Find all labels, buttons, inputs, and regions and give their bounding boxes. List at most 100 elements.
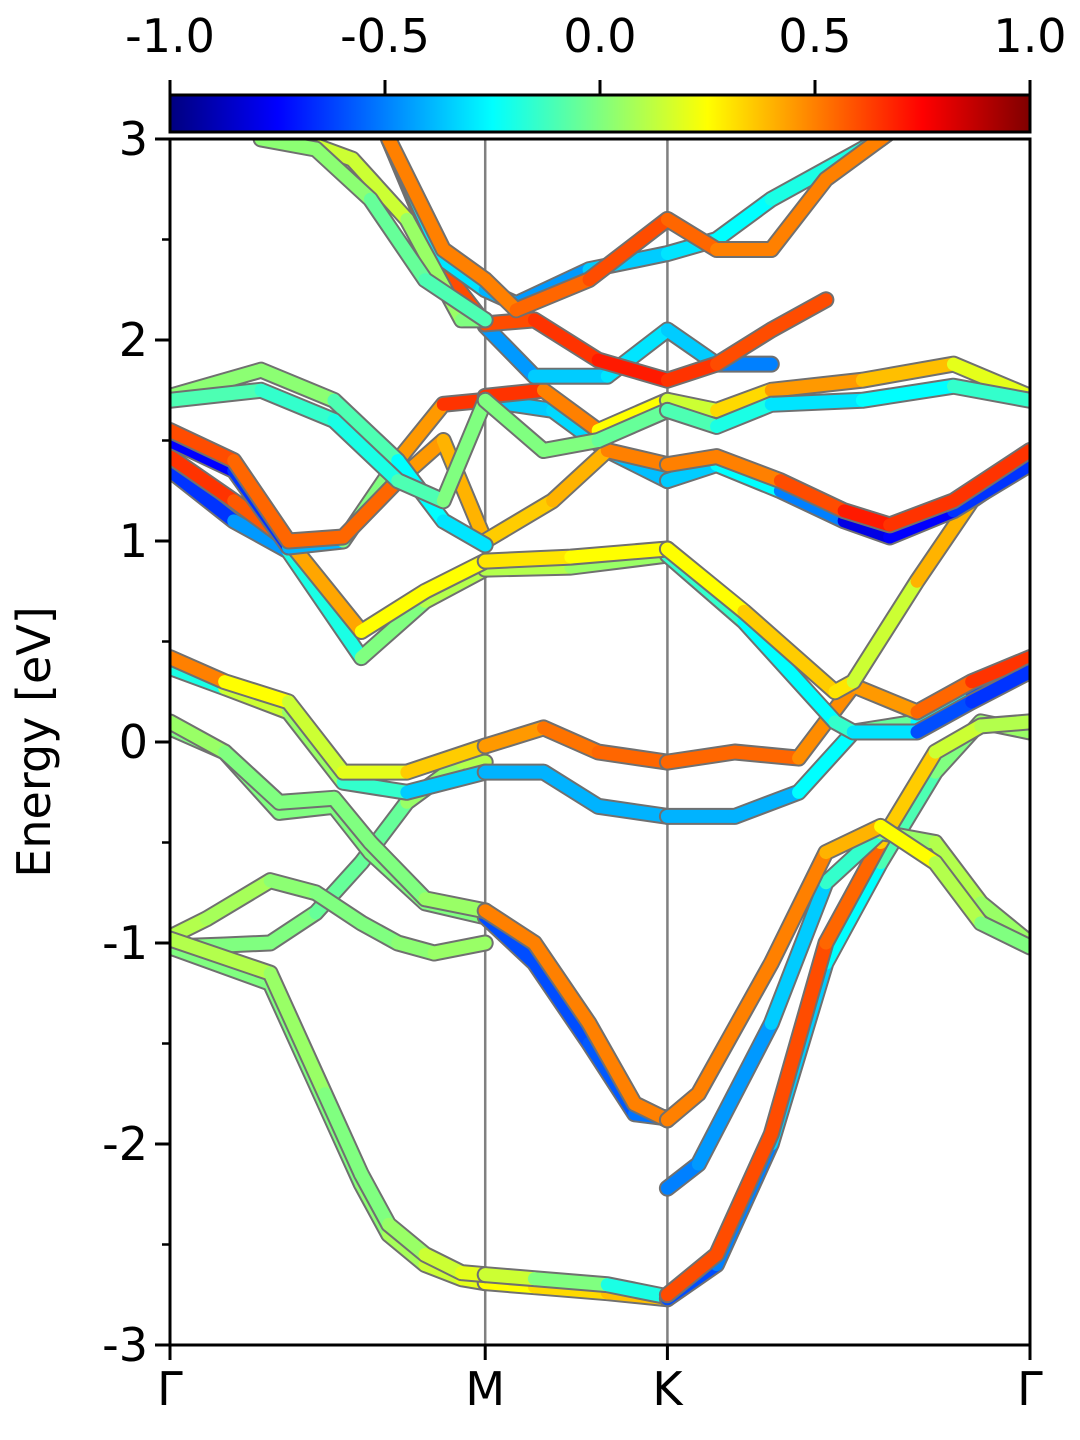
band-segment (327, 791, 377, 849)
kpath-label: M (465, 1362, 505, 1416)
y-tick-label: 1 (119, 514, 148, 568)
band-segment (660, 745, 742, 769)
band-segment (263, 906, 323, 950)
band-segment (764, 373, 869, 397)
band-segment (170, 464, 241, 528)
band-segment (564, 542, 674, 564)
band-segment (199, 874, 277, 926)
band-segment (591, 393, 674, 437)
band-segment (336, 775, 414, 799)
band-segment (263, 874, 323, 900)
band-segment (965, 665, 1030, 709)
band-segment (660, 212, 724, 257)
band-segment (345, 152, 414, 226)
y-axis-label: Energy [eV] (7, 606, 61, 877)
band-segment (478, 319, 541, 383)
band-segment (170, 450, 241, 508)
band-segment (218, 745, 286, 809)
colorbar-gradient (168, 93, 1032, 134)
band-segment (846, 574, 924, 689)
band-series (170, 872, 494, 962)
colorbar-tick-label: -0.5 (340, 9, 430, 63)
band-segment (537, 721, 605, 759)
band-segment (478, 904, 541, 950)
band-segment (336, 474, 405, 544)
band-segment (883, 494, 960, 532)
band-segment (309, 886, 368, 930)
band-segment (478, 1268, 541, 1286)
band-segment (327, 413, 405, 488)
band-segment (764, 293, 833, 337)
y-axis-ticks: -3 -2 -1 0 1 2 3 (102, 112, 170, 1372)
band-segment (737, 614, 842, 729)
band-segment (819, 825, 888, 890)
band-series (658, 377, 1030, 435)
band-segment (819, 139, 888, 186)
band-segment (391, 397, 450, 468)
band-segment (819, 819, 888, 860)
band-segment (874, 819, 942, 870)
colorbar-tick-label: -1.0 (125, 9, 215, 63)
band-segment (946, 458, 1030, 518)
band-segment (660, 1157, 705, 1195)
band-segment (773, 474, 851, 518)
band-segment (382, 139, 450, 257)
kpath-label: Γ (157, 1362, 183, 1416)
band-segment (527, 956, 596, 1050)
band-segment (855, 379, 960, 407)
band-segment (478, 494, 560, 548)
band-segment (418, 273, 492, 327)
band-segment (509, 273, 596, 317)
band-series (170, 930, 494, 1284)
band-segment (660, 403, 724, 433)
band-segment (281, 530, 350, 548)
colorbar-tick-label: 0.0 (563, 9, 636, 63)
band-segment (910, 695, 979, 739)
plot-area: -3 -2 -1 0 1 2 3 Γ M K Γ (102, 112, 1043, 1416)
band-segment (591, 353, 674, 387)
band-segment (737, 604, 842, 699)
band-segment (928, 856, 988, 930)
kpath-label: K (652, 1362, 684, 1416)
band-segment (728, 745, 806, 765)
band-segment (170, 383, 268, 407)
band-segment (837, 514, 897, 544)
band-series (476, 442, 676, 550)
band-segment (764, 393, 869, 411)
band-segment (400, 739, 492, 779)
band-segment (436, 243, 492, 287)
band-series (658, 355, 1030, 419)
band-segment (591, 403, 674, 447)
band-series (380, 139, 895, 319)
band-segment (170, 434, 241, 478)
band-segment (170, 423, 241, 468)
band-segment (660, 450, 724, 472)
y-tick-label: -1 (102, 916, 148, 970)
band-segment (354, 584, 432, 638)
band-segment (418, 892, 492, 918)
band-segment (363, 836, 432, 906)
band-segment (418, 554, 492, 598)
band-segment (170, 715, 232, 759)
band-series (658, 817, 1030, 1129)
band-segment (928, 719, 988, 759)
band-segment (254, 363, 341, 407)
band-segment (478, 273, 523, 317)
band-segment (263, 966, 332, 1101)
band-segment (272, 791, 341, 809)
band-series (170, 381, 494, 510)
band-segment (591, 745, 674, 769)
band-outline (658, 713, 1030, 1304)
band-segment (363, 192, 432, 287)
band-segment (254, 383, 341, 427)
band-segment (281, 534, 368, 638)
band-segment (910, 685, 979, 729)
band-segment (710, 1127, 778, 1262)
band-segment (764, 876, 833, 1030)
band-segment (427, 936, 492, 960)
band-segment (527, 936, 596, 1030)
band-segment (436, 514, 492, 552)
band-segment (855, 357, 960, 387)
band-segment (218, 675, 295, 709)
band-segment (819, 836, 888, 950)
